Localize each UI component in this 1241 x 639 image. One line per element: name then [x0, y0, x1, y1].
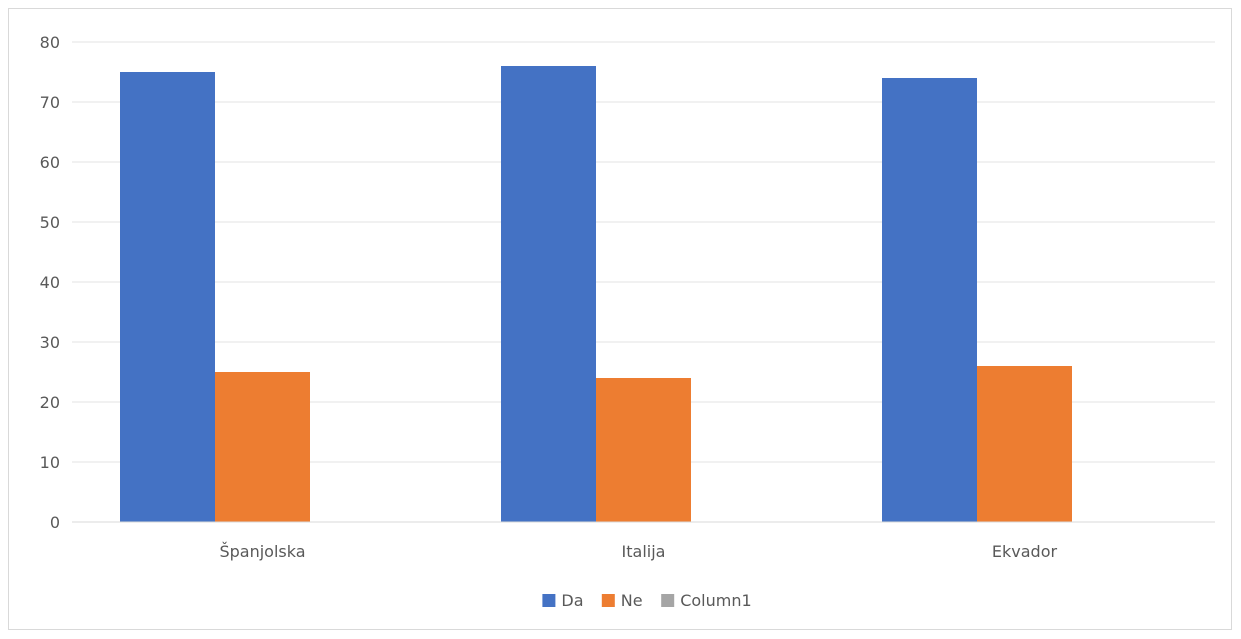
legend-swatch-column1	[661, 594, 675, 607]
bar-da-3	[882, 78, 977, 522]
x-tick-label: Italija	[622, 542, 666, 561]
legend-swatch-da	[542, 594, 556, 607]
y-tick-label: 30	[40, 333, 60, 352]
y-axis-tick-labels: 0 10 20 30 40 50 60 70 80	[40, 33, 60, 532]
y-tick-label: 60	[40, 153, 60, 172]
bar-ne-3	[977, 366, 1072, 522]
y-tick-label: 70	[40, 93, 60, 112]
bars	[120, 66, 1072, 522]
x-tick-label: Ekvador	[992, 542, 1058, 561]
bar-ne-1	[215, 372, 310, 522]
bar-ne-2	[596, 378, 691, 522]
x-axis-tick-labels: Španjolska Italija Ekvador	[219, 542, 1057, 561]
y-tick-label: 10	[40, 453, 60, 472]
y-tick-label: 0	[50, 513, 60, 532]
bar-da-1	[120, 72, 215, 522]
y-tick-label: 20	[40, 393, 60, 412]
legend-label-da: Da	[561, 591, 583, 610]
y-tick-label: 80	[40, 33, 60, 52]
x-tick-label: Španjolska	[219, 542, 305, 561]
y-tick-label: 40	[40, 273, 60, 292]
bar-da-2	[501, 66, 596, 522]
legend-swatch-ne	[601, 594, 615, 607]
legend-label-ne: Ne	[621, 591, 643, 610]
legend-label-column1: Column1	[680, 591, 751, 610]
y-tick-label: 50	[40, 213, 60, 232]
legend: Da Ne Column1	[542, 591, 752, 610]
